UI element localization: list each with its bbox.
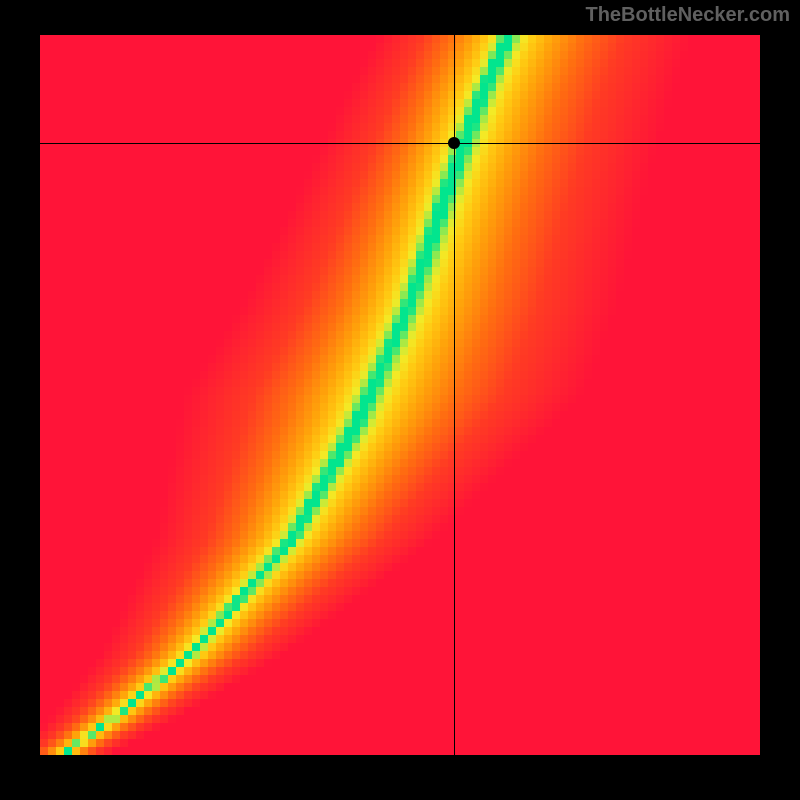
figure-container: TheBottleNecker.com <box>0 0 800 800</box>
intersection-marker <box>448 137 460 149</box>
crosshair-horizontal <box>40 143 760 144</box>
watermark-text: TheBottleNecker.com <box>585 4 790 27</box>
heatmap-plot <box>40 35 760 755</box>
